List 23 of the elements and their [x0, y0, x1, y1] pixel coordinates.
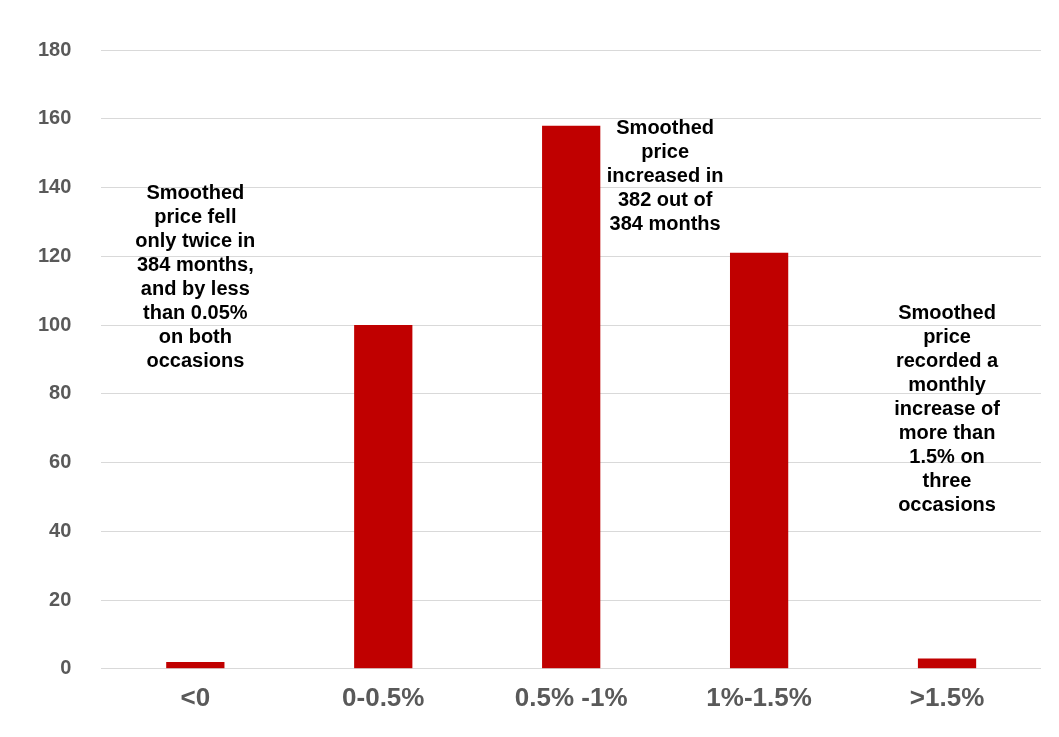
text: Smoothed price recorded a monthly increase of more than 1.5% on three occasions	[894, 300, 1000, 515]
y-tick-label: 140	[37, 175, 72, 198]
bar	[166, 661, 225, 669]
y-tick-label: 120	[37, 243, 72, 266]
bar	[354, 325, 413, 669]
x-tick-label: 0-0.5%	[342, 681, 425, 712]
bar	[917, 658, 977, 669]
annotation: Smoothed price fell only twice in 384 months, and by less than 0.05% on both occasions	[135, 180, 256, 371]
y-tick-label: 180	[37, 37, 72, 60]
annotation: Smoothed price increased in 382 out of 384 months	[606, 115, 724, 234]
y-tick-label: 20	[49, 587, 72, 610]
x-tick-label: 0.5% -1%	[514, 681, 628, 712]
x-tick-label: <0	[180, 681, 211, 712]
y-tick-label: 60	[49, 450, 72, 473]
bar	[729, 252, 789, 669]
y-tick-label: 100	[37, 312, 72, 335]
x-tick-label: >1.5%	[909, 681, 985, 712]
x-tick-label: 1%-1.5%	[706, 681, 812, 712]
y-tick-label: 160	[37, 106, 72, 129]
y-tick-label: 80	[49, 381, 72, 404]
y-tick-label: 40	[49, 518, 72, 541]
y-tick-label: 0	[60, 656, 72, 679]
bar	[542, 125, 601, 669]
